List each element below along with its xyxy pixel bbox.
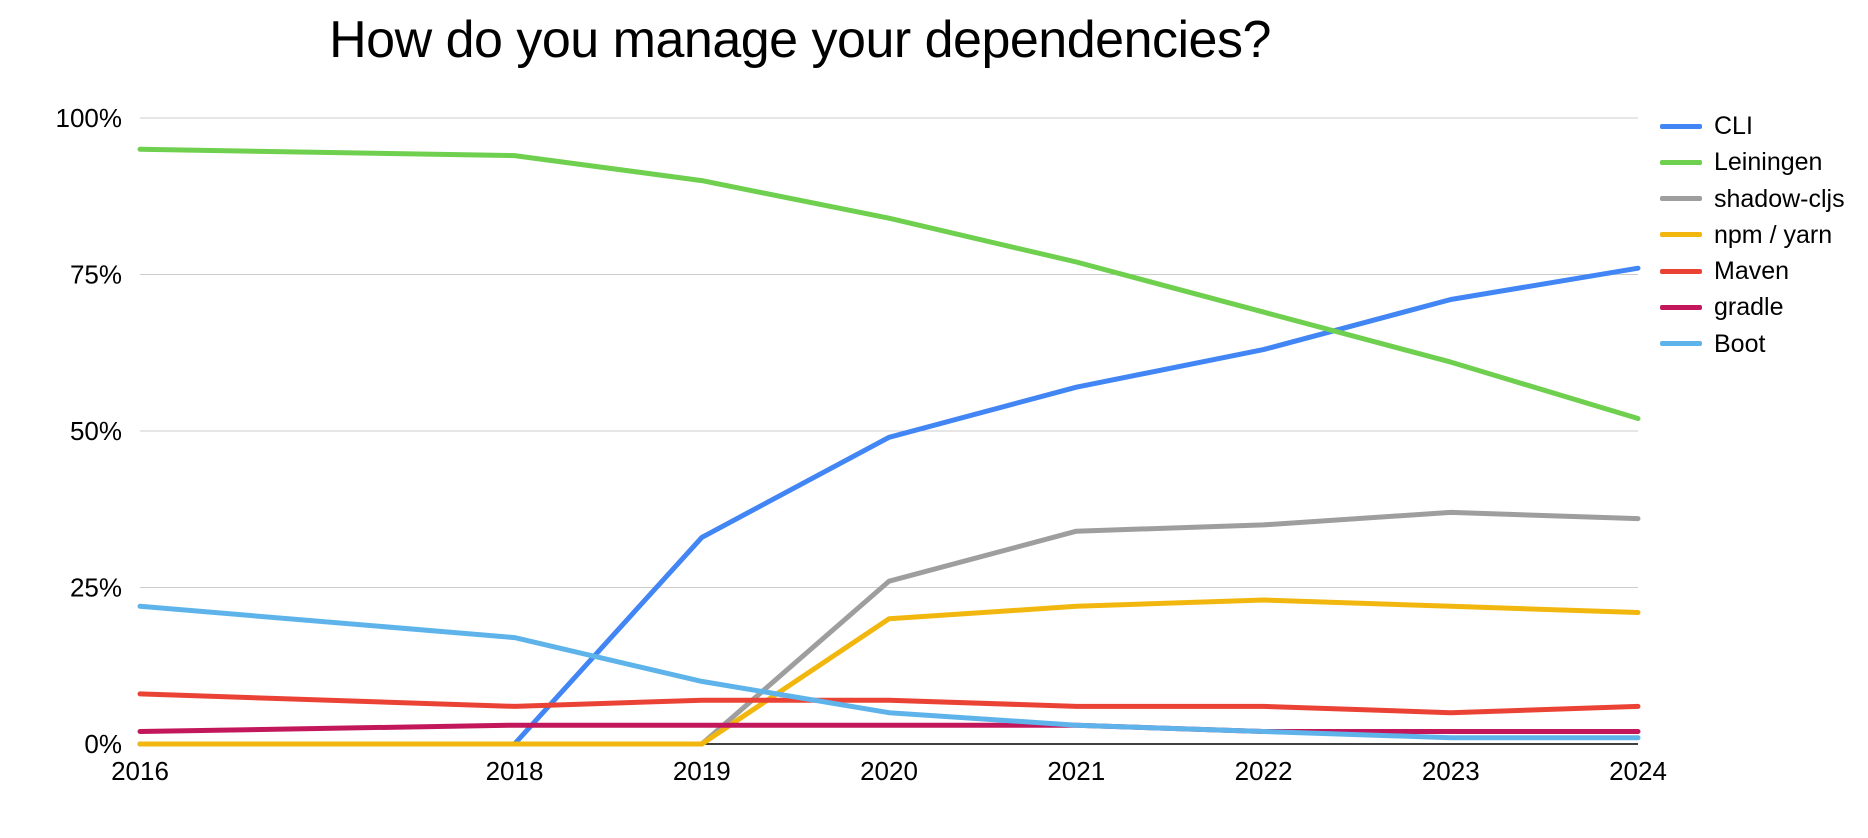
legend-label: Boot: [1714, 326, 1765, 362]
series-line: [140, 600, 1638, 744]
legend-swatch: [1660, 341, 1702, 346]
chart-legend: CLILeiningenshadow-cljsnpm / yarnMavengr…: [1660, 108, 1845, 362]
legend-swatch: [1660, 124, 1702, 129]
legend-item: gradle: [1660, 289, 1845, 325]
dependency-chart: 0% 25% 50% 75% 100% 2016 2018 2019 2020 2021 2022 2…: [0, 0, 1868, 838]
x-tick-label: 2019: [673, 756, 731, 786]
y-tick-label: 75%: [70, 260, 122, 290]
series-line: [140, 268, 1638, 744]
legend-label: gradle: [1714, 289, 1784, 325]
series-line: [140, 694, 1638, 713]
y-tick-label: 0%: [84, 729, 122, 759]
series-line: [140, 725, 1638, 731]
x-tick-label: 2023: [1422, 756, 1480, 786]
series-line: [140, 606, 1638, 737]
legend-swatch: [1660, 305, 1702, 310]
x-tick-label: 2016: [111, 756, 169, 786]
x-tick-label: 2024: [1609, 756, 1667, 786]
y-tick-label: 50%: [70, 416, 122, 446]
legend-label: shadow-cljs: [1714, 181, 1845, 217]
series-line: [140, 149, 1638, 418]
x-tick-label: 2021: [1047, 756, 1105, 786]
legend-item: Maven: [1660, 253, 1845, 289]
x-tick-label: 2022: [1235, 756, 1293, 786]
y-tick-label: 100%: [56, 103, 123, 133]
legend-swatch: [1660, 269, 1702, 274]
x-tick-label: 2018: [486, 756, 544, 786]
legend-item: shadow-cljs: [1660, 181, 1845, 217]
legend-swatch: [1660, 160, 1702, 165]
legend-label: Maven: [1714, 253, 1789, 289]
legend-item: Leiningen: [1660, 144, 1845, 180]
x-tick-label: 2020: [860, 756, 918, 786]
legend-label: Leiningen: [1714, 144, 1822, 180]
legend-label: npm / yarn: [1714, 217, 1832, 253]
legend-item: CLI: [1660, 108, 1845, 144]
legend-item: npm / yarn: [1660, 217, 1845, 253]
legend-swatch: [1660, 196, 1702, 201]
y-tick-label: 25%: [70, 573, 122, 603]
legend-label: CLI: [1714, 108, 1753, 144]
legend-item: Boot: [1660, 326, 1845, 362]
legend-swatch: [1660, 232, 1702, 237]
